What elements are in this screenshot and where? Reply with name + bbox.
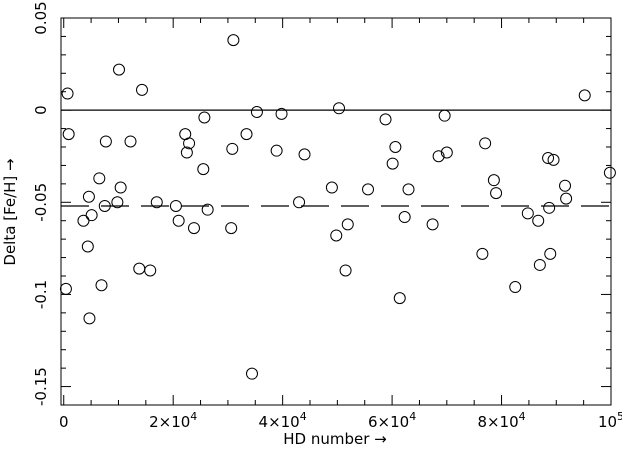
data-point: [61, 87, 74, 100]
data-point: [547, 153, 560, 166]
data-point: [544, 247, 557, 260]
data-point: [240, 128, 253, 141]
data-point: [603, 166, 616, 179]
data-point: [533, 258, 546, 271]
data-point: [393, 292, 406, 305]
data-point: [386, 157, 399, 170]
data-point: [62, 128, 75, 141]
plot-frame: [60, 17, 612, 406]
data-point: [521, 207, 534, 220]
data-point: [438, 109, 451, 122]
data-point: [509, 281, 522, 294]
data-point: [487, 174, 500, 187]
y-tick-label: -0.1: [32, 280, 50, 309]
data-point: [77, 214, 90, 227]
data-point: [144, 264, 157, 277]
data-point: [440, 146, 453, 159]
data-point: [560, 192, 573, 205]
data-point: [197, 163, 210, 176]
data-point: [362, 183, 375, 196]
data-point: [245, 367, 258, 380]
data-point: [150, 196, 163, 209]
data-point: [198, 111, 211, 124]
x-tick-label: 105: [598, 410, 622, 431]
x-tick-label: 2×104: [149, 410, 197, 431]
data-point: [169, 199, 182, 212]
data-point: [325, 181, 338, 194]
data-point: [402, 183, 415, 196]
x-tick-label: 8×104: [477, 410, 525, 431]
y-tick-label: -0.05: [32, 183, 50, 222]
data-point: [339, 264, 352, 277]
x-tick-label: 4×104: [259, 410, 307, 431]
y-tick-label: 0.05: [32, 1, 50, 34]
data-point: [227, 34, 240, 47]
y-tick-label: 0: [32, 105, 50, 115]
data-point: [93, 172, 106, 185]
data-point: [113, 63, 126, 76]
data-point: [341, 218, 354, 231]
data-point: [298, 148, 311, 161]
data-point: [379, 113, 392, 126]
data-point: [85, 209, 98, 222]
data-point: [81, 240, 94, 253]
data-point: [543, 201, 556, 214]
data-point: [559, 179, 572, 192]
data-point: [59, 282, 72, 295]
data-point: [180, 146, 193, 159]
data-point: [490, 187, 503, 200]
data-point: [578, 89, 591, 102]
data-point: [111, 196, 124, 209]
data-point: [270, 144, 283, 157]
data-point: [124, 135, 137, 148]
data-point: [476, 247, 489, 260]
data-point: [187, 222, 200, 235]
x-axis-label: HD number →: [283, 430, 386, 448]
data-point: [330, 229, 343, 242]
data-point: [426, 218, 439, 231]
data-point: [333, 102, 346, 115]
data-point: [133, 262, 146, 275]
data-point: [99, 135, 112, 148]
data-point: [250, 105, 263, 118]
data-point: [83, 312, 96, 325]
data-point: [398, 211, 411, 224]
x-tick-label: 0: [59, 413, 69, 431]
data-point: [95, 279, 108, 292]
data-point: [432, 150, 445, 163]
data-point: [135, 83, 148, 96]
data-point: [98, 199, 111, 212]
y-tick-label: -0.15: [32, 367, 50, 406]
data-point: [275, 107, 288, 120]
data-point: [532, 214, 545, 227]
data-point: [172, 214, 185, 227]
data-point: [293, 196, 306, 209]
data-point: [389, 141, 402, 153]
data-point: [226, 142, 239, 155]
y-axis-label: Delta [Fe/H] →: [1, 158, 19, 265]
data-point: [82, 190, 95, 203]
x-tick-label: 6×104: [368, 410, 416, 431]
data-point: [479, 137, 492, 150]
data-point: [225, 222, 238, 235]
data-point: [114, 181, 127, 194]
plot-area: 0 2×104 4×104 6×104 8×104 105 0.05 0 -0.05 -0.1 -0…: [32, 1, 622, 431]
data-point: [542, 152, 555, 165]
data-point: [201, 203, 214, 216]
data-point: [183, 137, 196, 150]
